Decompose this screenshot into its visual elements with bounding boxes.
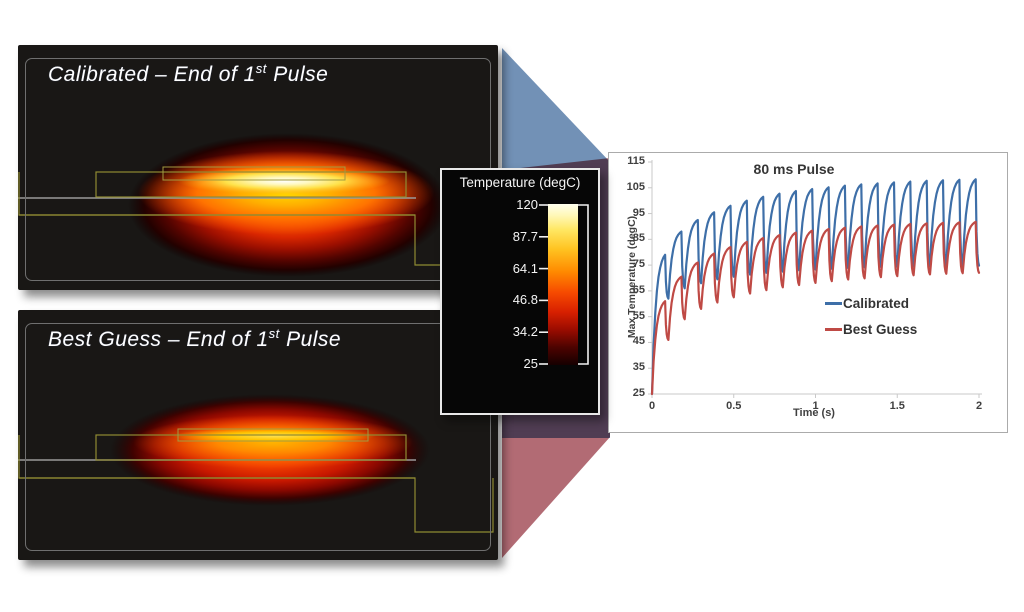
thermal-blob-core [172,428,376,444]
legend-label-calibrated: Calibrated [843,295,910,311]
best-guess-series-swatch [825,327,842,331]
legend-item-calibrated: Calibrated [825,295,909,311]
colorbar-gradient-bar [548,204,578,365]
x-tick-label: 2 [975,400,983,412]
temperature-colorbar-legend: Temperature (degC) 120 87.7 64.1 46.8 34.2 25 [440,168,600,415]
y-tick-label: 115 [627,155,645,167]
colorbar-tick-label: 87.7 [512,228,538,244]
colorbar-title: Temperature (degC) [459,175,581,190]
max-temperature-chart: 80 ms Pulse Max Temperature (degC) Time … [608,152,1008,433]
y-tick-label: 35 [632,361,645,374]
x-tick-label: 1 [812,400,819,412]
die-outline [95,434,407,461]
x-tick-label: 1.5 [889,400,905,412]
calibrated-simulation-panel: Calibrated – End of 1st Pulse [18,45,498,290]
colorbar-tick-label: 120 [516,197,538,212]
y-tick-label: 75 [632,258,645,271]
colorbar-tick-marks [539,204,589,365]
x-tick-label: 0.5 [726,400,742,412]
y-tick-label: 85 [632,232,645,245]
chart-plot-area [648,160,982,398]
heater-outline [162,166,346,181]
y-tick-label: 95 [632,206,645,219]
colorbar-tick-label: 25 [523,356,538,371]
panel-title-best-guess: Best Guess – End of 1st Pulse [48,326,342,351]
x-tick-label: 0 [648,400,656,412]
package-outline [18,435,494,533]
calibrated-thermal-image [18,133,494,277]
y-tick-label: 45 [632,335,645,348]
panel-title-calibrated: Calibrated – End of 1st Pulse [48,61,329,86]
legend-label-best-guess: Best Guess [843,321,918,337]
y-tick-label: 55 [632,309,645,322]
colorbar-tick-label: 46.8 [512,292,538,308]
legend-item-best-guess: Best Guess [825,321,917,337]
colorbar-tick-label: 64.1 [512,260,538,276]
y-tick-label: 25 [632,387,645,399]
heater-outline [177,428,369,442]
die-outline [95,171,407,198]
colorbar-tick-label: 34.2 [512,324,538,340]
best-guess-simulation-panel: Best Guess – End of 1st Pulse [18,310,498,560]
y-tick-label: 65 [632,283,645,296]
chart-title: 80 ms Pulse [753,161,835,177]
calibrated-series-swatch [825,301,842,305]
chart-x-axis-label: Time (s) [793,407,835,419]
thermal-blob-core [178,167,390,195]
y-tick-label: 105 [626,180,645,193]
best-guess-thermal-image [18,394,494,533]
